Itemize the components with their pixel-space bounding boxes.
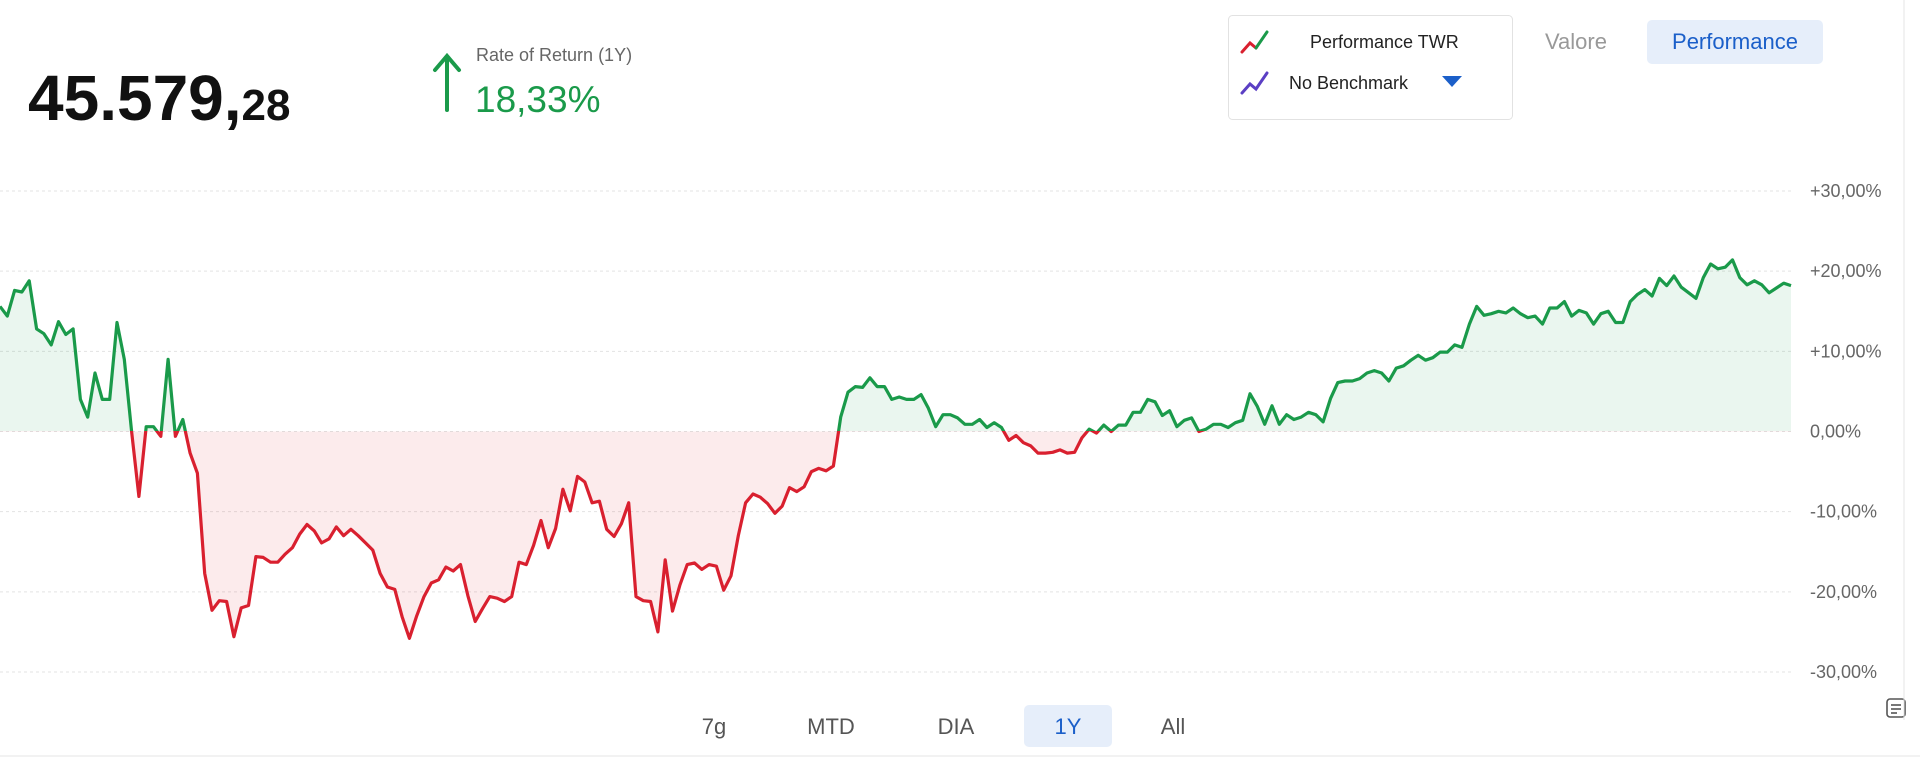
toggle-valore[interactable]: Valore [1545, 29, 1607, 54]
period-tab[interactable]: All [1161, 714, 1185, 739]
y-tick-label: 0,00% [1810, 422, 1861, 442]
return-value: 18,33% [475, 79, 601, 120]
benchmark-dropdown[interactable] [1442, 76, 1462, 87]
y-tick-label: +20,00% [1810, 261, 1882, 281]
period-tab[interactable]: MTD [807, 714, 855, 739]
return-label: Rate of Return (1Y) [476, 45, 632, 65]
legend-benchmark[interactable]: No Benchmark [1289, 73, 1409, 93]
up-arrow [433, 52, 461, 112]
line-positive [0, 258, 1792, 431]
value-main: 45.579, [28, 62, 242, 134]
area-negative [0, 431, 1791, 639]
value-decimals: 28 [242, 81, 291, 130]
period-tabs: 7g MTD DIA 1Y All [702, 714, 1185, 739]
y-tick-label: -20,00% [1810, 582, 1877, 602]
tab-active-bg [1024, 705, 1112, 747]
y-tick-label: +10,00% [1810, 341, 1882, 361]
legend-performance[interactable]: Performance TWR [1310, 32, 1459, 52]
legend-icon-performance [1240, 30, 1269, 54]
y-tick-label: -10,00% [1810, 502, 1877, 522]
toggle-performance[interactable]: Performance [1672, 29, 1798, 54]
y-tick-label: +30,00% [1810, 181, 1882, 201]
legend-icon-benchmark [1240, 71, 1269, 95]
chart: +30,00% +20,00% +10,00% 0,00% -10,00% -20,00%… [0, 181, 1882, 682]
period-tab[interactable]: DIA [938, 714, 975, 739]
area-positive [0, 259, 1791, 431]
line-negative [129, 431, 1206, 640]
settings-icon[interactable] [1886, 698, 1906, 718]
y-tick-label: -30,00% [1810, 662, 1877, 682]
period-tab[interactable]: 7g [702, 714, 726, 739]
toggle-active-bg [1647, 20, 1823, 64]
legend-box [1228, 15, 1513, 120]
period-tab[interactable]: 1Y [1055, 714, 1082, 739]
portfolio-value: 45.579,28 [28, 62, 290, 134]
